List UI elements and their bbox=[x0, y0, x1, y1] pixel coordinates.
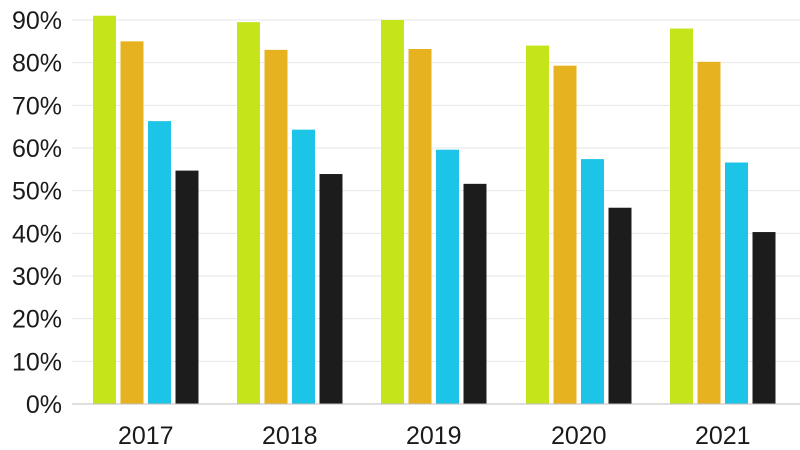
bar-2021-series-2 bbox=[697, 61, 721, 405]
y-tick-label: 80% bbox=[12, 50, 62, 78]
y-axis-tick-labels: 0% 10% 20% 30% 40% 50% 60% 70% 80% 90% bbox=[12, 7, 62, 419]
x-axis-tick-labels: 2017 2018 2019 2020 2021 bbox=[118, 422, 751, 450]
y-tick-label: 40% bbox=[12, 220, 62, 248]
bar-2017-series-1 bbox=[93, 15, 116, 404]
bar-2021-series-4 bbox=[752, 232, 776, 404]
x-tick-label: 2017 bbox=[118, 422, 174, 450]
y-tick-label: 50% bbox=[12, 178, 62, 206]
bar-2019-series-1 bbox=[381, 20, 404, 404]
y-tick-label: 30% bbox=[12, 263, 62, 291]
bars bbox=[93, 15, 776, 405]
bar-2018-series-4 bbox=[319, 174, 343, 404]
bar-2018-series-3 bbox=[292, 129, 315, 405]
bar-2019-series-3 bbox=[436, 149, 459, 404]
x-tick-label: 2020 bbox=[551, 422, 607, 450]
y-tick-label: 20% bbox=[12, 306, 62, 334]
bar-2018-series-2 bbox=[264, 49, 288, 404]
bar-2017-series-4 bbox=[175, 170, 199, 404]
bar-2020-series-2 bbox=[553, 65, 577, 405]
y-tick-label: 60% bbox=[12, 135, 62, 163]
bar-2019-series-4 bbox=[463, 183, 487, 404]
bar-2021-series-1 bbox=[670, 28, 693, 405]
bar-2020-series-3 bbox=[581, 159, 604, 404]
bar-group-2017 bbox=[93, 15, 199, 405]
x-tick-label: 2019 bbox=[406, 422, 462, 450]
bar-group-2021 bbox=[670, 28, 776, 405]
bar-2017-series-2 bbox=[120, 41, 144, 404]
bar-group-2018 bbox=[237, 22, 343, 405]
y-tick-label: 70% bbox=[12, 92, 62, 120]
bar-group-2020 bbox=[526, 45, 632, 405]
x-tick-label: 2021 bbox=[695, 422, 751, 450]
y-tick-label: 10% bbox=[12, 348, 62, 376]
bar-2021-series-3 bbox=[725, 162, 748, 404]
bar-2018-series-1 bbox=[237, 22, 260, 405]
bar-2020-series-4 bbox=[608, 207, 632, 404]
y-tick-label: 0% bbox=[26, 391, 62, 419]
x-tick-label: 2018 bbox=[262, 422, 318, 450]
bar-2020-series-1 bbox=[526, 45, 549, 404]
bar-group-2019 bbox=[381, 20, 487, 404]
bar-2019-series-2 bbox=[408, 49, 432, 404]
bar-2017-series-3 bbox=[148, 121, 171, 405]
y-tick-label: 90% bbox=[12, 7, 62, 35]
